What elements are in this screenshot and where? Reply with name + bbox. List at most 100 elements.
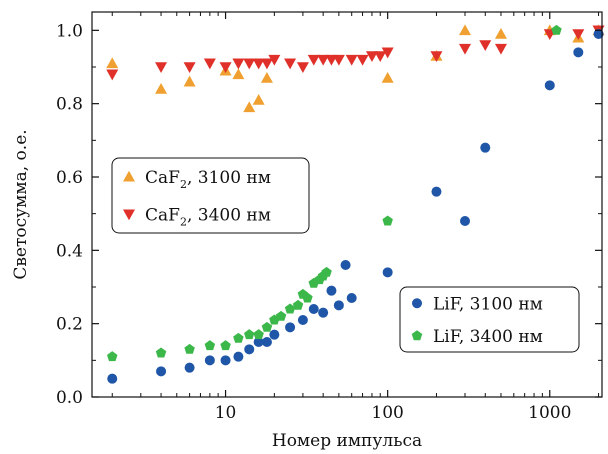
data-point: [317, 54, 330, 66]
data-point: [220, 355, 231, 366]
data-point: [430, 51, 443, 62]
data-point: [302, 292, 313, 303]
data-point: [183, 75, 196, 87]
data-point: [243, 58, 256, 70]
data-point: [275, 310, 287, 321]
tick-labels: 10 100 1000 0.0 0.2 0.4 0.6 0.8 1.0: [56, 21, 571, 423]
series-2: [107, 29, 604, 384]
data-point: [431, 186, 442, 197]
y-tick-label: 0.6: [56, 168, 83, 188]
data-point: [321, 266, 332, 277]
data-point: [573, 47, 584, 58]
data-point: [297, 315, 308, 325]
data-point: [261, 321, 273, 332]
legend-marker: [123, 209, 135, 221]
legend-marker: [123, 170, 135, 182]
y-tick-label: 0.0: [56, 388, 83, 408]
data-point: [285, 322, 296, 333]
data-point: [219, 62, 232, 73]
data-point: [381, 47, 394, 59]
legend-label: CaF2, 3100 нм: [145, 168, 271, 191]
data-point: [232, 68, 245, 80]
data-point: [381, 72, 394, 83]
y-tick-label: 0.2: [56, 315, 83, 335]
data-point: [253, 337, 264, 347]
data-point: [106, 69, 119, 81]
data-point: [156, 366, 167, 377]
data-point: [340, 260, 351, 270]
data-point: [155, 62, 168, 73]
data-point: [308, 304, 319, 314]
data-point: [244, 329, 255, 340]
data-point: [260, 72, 273, 83]
data-point: [296, 62, 309, 73]
legend-box: [399, 286, 580, 353]
x-tick-label: 100: [371, 403, 403, 423]
data-point: [345, 54, 358, 66]
y-axis-label: Светосумма, о.е.: [11, 129, 31, 279]
data-point: [204, 340, 216, 351]
data-point: [382, 267, 393, 278]
series-3: [107, 24, 562, 362]
data-point: [261, 337, 272, 347]
data-point: [382, 215, 393, 226]
legend-bottom-right: LiF, 3100 нм LiF, 3400 нм: [399, 286, 580, 353]
data-point: [346, 293, 357, 303]
y-tick-label: 0.8: [56, 95, 83, 115]
legend-box: [111, 157, 310, 234]
data-point: [184, 362, 195, 373]
data-point: [183, 62, 196, 73]
data-point: [365, 51, 378, 62]
y-tick-label: 1.0: [56, 21, 83, 41]
x-tick-label: 10: [215, 403, 237, 423]
data-point: [318, 307, 329, 318]
data-point: [220, 340, 231, 351]
x-axis-label: Номер импульса: [272, 431, 422, 451]
data-point: [326, 285, 337, 296]
data-point: [459, 43, 472, 55]
data-point: [374, 51, 387, 62]
legend-label: LiF, 3400 нм: [433, 327, 543, 347]
data-point: [184, 343, 195, 354]
data-point: [460, 216, 471, 226]
legend-marker: [412, 298, 422, 309]
data-point: [480, 142, 491, 153]
legend-label: LiF, 3100 нм: [433, 294, 543, 314]
data-point: [155, 347, 167, 358]
data-point: [284, 58, 297, 70]
data-point: [292, 299, 304, 310]
data-marks: [106, 24, 605, 384]
x-tick-label: 1000: [528, 403, 571, 423]
data-point: [307, 54, 320, 66]
data-point: [593, 29, 604, 39]
series-1: [106, 25, 605, 81]
data-point: [252, 94, 265, 105]
data-point: [233, 351, 244, 362]
data-point: [333, 300, 344, 311]
data-point: [106, 57, 119, 69]
legend-label: CaF2, 3400 нм: [145, 205, 271, 228]
data-point: [243, 101, 256, 113]
data-point: [232, 58, 245, 70]
data-point: [572, 29, 585, 40]
data-point: [155, 83, 168, 94]
legend-middle-left: CaF2, 3100 нм CaF2, 3400 нм: [111, 157, 310, 234]
plot-frame: [91, 11, 603, 398]
data-point: [332, 54, 345, 66]
data-point: [459, 24, 472, 36]
data-point: [107, 351, 118, 362]
data-point: [233, 332, 244, 343]
data-point: [269, 329, 280, 340]
data-point: [252, 58, 265, 70]
data-point: [244, 344, 255, 355]
data-point: [479, 40, 492, 51]
data-point: [356, 54, 369, 66]
data-point: [494, 28, 507, 39]
axis-ticks: [92, 12, 602, 398]
legend-marker: [411, 330, 423, 341]
data-point: [544, 80, 555, 91]
data-point: [494, 43, 507, 55]
data-point: [204, 355, 215, 366]
